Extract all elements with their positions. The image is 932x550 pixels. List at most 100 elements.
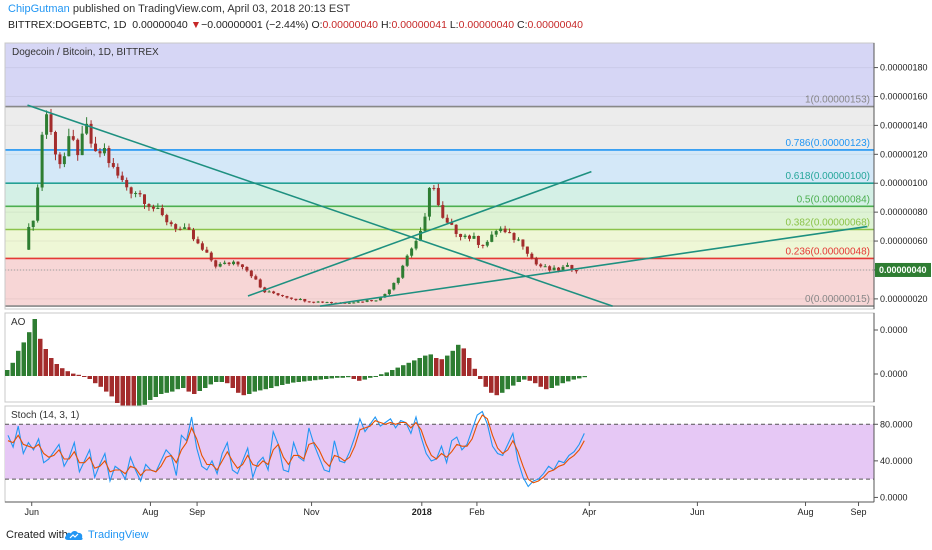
candle xyxy=(525,246,529,254)
ao-bar xyxy=(137,376,142,411)
ao-bar xyxy=(296,376,301,382)
candle xyxy=(387,289,391,295)
candle xyxy=(459,233,463,237)
fib-zone xyxy=(5,43,874,107)
candle xyxy=(378,297,382,301)
ao-bar xyxy=(522,376,527,380)
ao-bar xyxy=(252,376,257,392)
chart-title: Dogecoin / Bitcoin, 1D, BITTREX xyxy=(12,47,159,58)
candle xyxy=(534,258,538,265)
candle xyxy=(178,228,182,230)
candle xyxy=(432,187,436,189)
candle xyxy=(218,263,222,267)
ao-bar xyxy=(489,376,494,393)
stoch-line[interactable] xyxy=(7,414,585,484)
time-axis-label: Aug xyxy=(142,507,158,517)
ao-bar xyxy=(115,376,120,403)
ao-bar xyxy=(76,374,81,376)
candle xyxy=(307,301,311,303)
open-label: O: xyxy=(311,19,323,31)
trendline[interactable] xyxy=(27,104,613,307)
stoch-pane[interactable]: 0.0000 40.0000 80.0000 Stoch (14, 3, 1) xyxy=(4,405,913,503)
candle xyxy=(116,166,120,176)
candle xyxy=(312,301,316,303)
candle xyxy=(347,302,351,304)
last-price-tag xyxy=(875,262,931,277)
time-axis-label: Apr xyxy=(582,507,596,517)
candle xyxy=(472,235,476,239)
candle xyxy=(285,296,289,298)
ao-bar xyxy=(544,376,549,390)
ao-bar xyxy=(269,376,274,388)
fib-zone xyxy=(5,206,874,230)
low-label: L: xyxy=(449,19,459,31)
candle xyxy=(516,239,520,241)
ao-bar xyxy=(263,376,268,390)
candle xyxy=(27,227,31,250)
candle xyxy=(512,233,516,240)
candle xyxy=(414,240,418,249)
ao-bar xyxy=(324,376,329,379)
candle xyxy=(441,205,445,218)
author-link[interactable]: ChipGutman xyxy=(8,3,70,15)
ao-bar xyxy=(54,364,59,376)
ao-bar xyxy=(32,319,37,376)
chart-canvas[interactable]: 1(0.00000153) 0.786(0.00000123) 0.618(0.00… xyxy=(0,36,932,522)
ao-bar xyxy=(280,376,285,385)
ao-bar xyxy=(329,376,334,379)
price-pane[interactable]: 1(0.00000153) 0.786(0.00000123) 0.618(0.00… xyxy=(4,42,931,310)
candle xyxy=(232,261,236,265)
ao-bar xyxy=(214,376,219,382)
ao-bar xyxy=(566,376,571,382)
candle xyxy=(223,262,227,264)
candle xyxy=(490,234,494,242)
stoch-axis-label: 40.0000 xyxy=(880,456,913,466)
trendline[interactable] xyxy=(319,225,868,307)
candle xyxy=(370,300,374,302)
ao-bar xyxy=(27,332,32,376)
time-axis-label: Sep xyxy=(851,507,867,517)
fib-zone xyxy=(5,229,874,259)
candle xyxy=(445,217,449,223)
price-axis-label: 0.00000100 xyxy=(880,178,928,188)
time-axis-label: Aug xyxy=(798,507,814,517)
stoch-line[interactable] xyxy=(7,410,585,488)
high-value: 0.00000041 xyxy=(391,19,447,31)
candle xyxy=(62,156,66,165)
candle xyxy=(410,248,414,256)
candle xyxy=(249,270,253,277)
candle xyxy=(463,235,467,237)
candle xyxy=(329,302,333,304)
price-change: −0.00000001 (−2.44%) xyxy=(201,19,309,31)
ao-bar xyxy=(197,376,202,391)
candle xyxy=(499,228,503,232)
candle xyxy=(165,215,169,223)
tradingview-cloud-icon[interactable] xyxy=(64,528,84,542)
trendline[interactable] xyxy=(247,170,592,297)
candle xyxy=(574,269,578,272)
ao-bar xyxy=(192,376,197,394)
ao-bar xyxy=(384,372,389,376)
ao-bar xyxy=(142,376,147,405)
candle xyxy=(120,175,124,180)
time-axis-label: 2018 xyxy=(412,507,432,517)
price-axis-label: 0.00000120 xyxy=(880,149,928,159)
ao-pane[interactable]: 0.0000 0.0000 AO xyxy=(4,312,908,416)
ao-bar xyxy=(357,376,362,381)
ao-bar xyxy=(126,376,131,414)
tradingview-brand[interactable]: TradingView xyxy=(88,529,149,541)
candle xyxy=(454,224,458,234)
time-axis[interactable]: Jun Aug Sep Nov 2018 Feb Apr Jun Aug Sep xyxy=(5,501,874,517)
candle xyxy=(111,163,115,167)
candle xyxy=(245,266,249,271)
ao-bar xyxy=(505,376,510,390)
candle xyxy=(303,298,307,302)
ao-bar xyxy=(109,376,114,397)
candle xyxy=(272,291,276,294)
candle xyxy=(548,266,552,271)
ao-bar xyxy=(93,376,98,384)
candle xyxy=(196,239,200,244)
price-axis-label: 0.00000080 xyxy=(880,207,928,217)
fib-level-label: 0.5(0.00000084) xyxy=(797,194,870,205)
candle xyxy=(543,266,547,268)
